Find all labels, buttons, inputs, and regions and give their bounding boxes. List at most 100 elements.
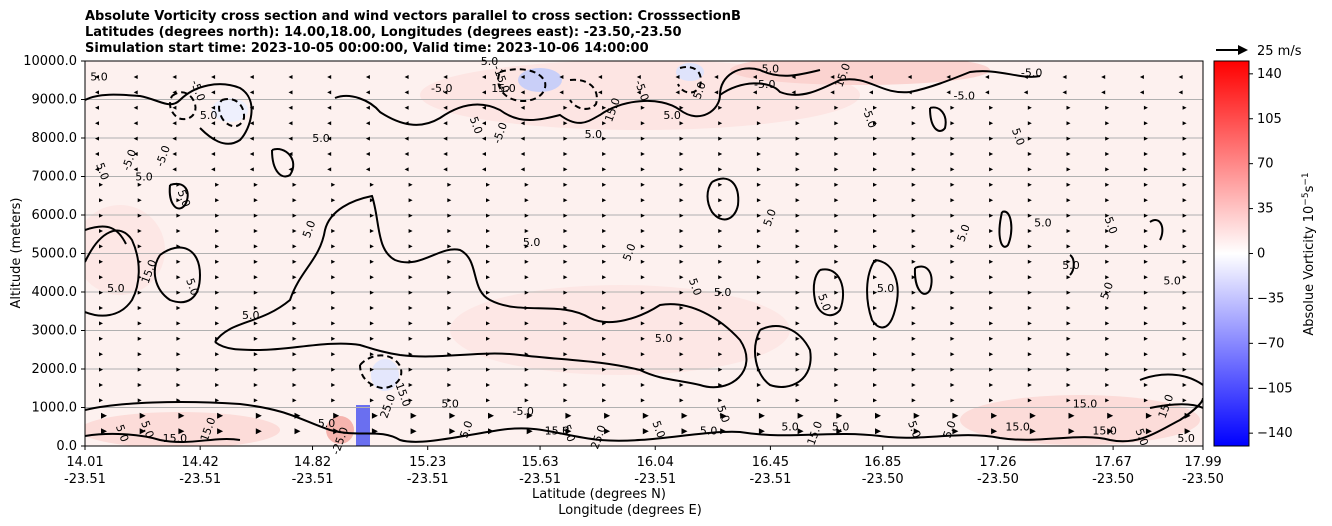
wind-vector xyxy=(873,136,877,141)
wind-vector xyxy=(679,352,684,357)
vorticity-patch-negative-2 xyxy=(518,68,562,92)
wind-vector xyxy=(756,306,761,310)
wind-vector xyxy=(333,412,340,419)
colorbar-tick-label: 70 xyxy=(1257,157,1274,172)
x-tick-label-longitude: -23.50 xyxy=(977,472,1019,487)
wind-vector xyxy=(524,352,529,357)
wind-vector xyxy=(873,290,877,295)
colorbar-label: Absolue Vorticity 10−5s−1 xyxy=(1301,172,1317,335)
wind-vector xyxy=(679,167,684,172)
wind-vector xyxy=(873,121,877,126)
wind-vector xyxy=(1143,105,1148,110)
wind-vector xyxy=(911,244,916,249)
wind-vector xyxy=(950,229,955,233)
wind-vector xyxy=(1143,198,1148,203)
colorbar-label-main: Absolue Vorticity 10 xyxy=(1302,206,1317,336)
wind-vector xyxy=(718,352,723,357)
wind-vector xyxy=(327,75,332,79)
quiver-key: 25 m/s xyxy=(1216,44,1302,59)
wind-vector xyxy=(679,383,684,387)
wind-vector xyxy=(718,198,723,203)
contour-label: 5.0 xyxy=(655,332,673,345)
wind-vector xyxy=(869,90,873,95)
wind-vector xyxy=(679,229,684,233)
wind-vector xyxy=(292,306,297,310)
wind-vector xyxy=(679,336,684,341)
wind-vector xyxy=(756,336,761,341)
y-tick-label: 7000.0 xyxy=(32,170,78,185)
negative-contour-lines xyxy=(169,66,702,390)
contour-label: 5.0 xyxy=(620,242,638,263)
wind-vector xyxy=(365,105,370,110)
wind-vector xyxy=(1105,198,1110,203)
wind-vector xyxy=(215,352,220,357)
contour-label: 5.0 xyxy=(691,80,709,101)
wind-vector xyxy=(486,259,490,264)
wind-vector xyxy=(404,105,409,110)
wind-vector xyxy=(331,275,336,280)
wind-vector xyxy=(989,136,994,141)
vorticity-patch-lower-left xyxy=(85,412,280,446)
wind-vector xyxy=(215,321,220,326)
wind-vector xyxy=(795,229,800,233)
wind-vector xyxy=(1066,213,1071,218)
wind-vector xyxy=(137,229,142,233)
wind-vector xyxy=(369,213,374,218)
wind-vector xyxy=(211,121,216,126)
wind-vector xyxy=(946,90,951,95)
wind-vector xyxy=(408,198,413,203)
wind-vector xyxy=(911,152,916,156)
wind-vector xyxy=(1027,229,1032,233)
wind-vector xyxy=(524,229,529,233)
wind-vector xyxy=(215,336,220,341)
wind-vector xyxy=(176,259,181,264)
wind-vector xyxy=(99,275,103,280)
wind-vector xyxy=(989,275,994,280)
wind-vector xyxy=(1143,306,1148,310)
wind-vector xyxy=(911,383,916,387)
contour-label: 5.0 xyxy=(700,424,718,437)
wind-vector xyxy=(369,336,374,341)
wind-vector xyxy=(365,90,370,95)
wind-vector xyxy=(756,167,761,172)
wind-vector xyxy=(679,213,684,218)
wind-vector xyxy=(679,244,684,249)
wind-vector xyxy=(795,321,800,326)
wind-vector xyxy=(873,105,877,110)
wind-vector xyxy=(679,321,684,326)
wind-vector xyxy=(989,167,994,172)
wind-vector xyxy=(795,121,800,126)
contour-label: 5.0 xyxy=(242,309,260,322)
wind-vector xyxy=(1066,121,1071,126)
wind-vector xyxy=(873,152,877,156)
wind-vector xyxy=(1139,75,1144,79)
wind-vector xyxy=(331,352,336,357)
wind-vector xyxy=(834,367,839,372)
wind-vector xyxy=(834,383,839,387)
wind-vector xyxy=(602,105,607,110)
contour-label: -5.0 xyxy=(1021,66,1042,79)
contour-label: 5.0 xyxy=(113,423,131,444)
wind-vector xyxy=(137,336,142,341)
wind-vector xyxy=(1105,182,1110,187)
wind-vector xyxy=(830,75,835,79)
wind-vector xyxy=(642,428,649,435)
wind-vector xyxy=(1066,398,1071,403)
wind-vector xyxy=(176,182,181,187)
wind-vector xyxy=(331,229,336,233)
x-tick-label-longitude: -23.51 xyxy=(749,472,791,487)
x-tick-label-latitude: 14.01 xyxy=(66,455,103,470)
wind-vector xyxy=(756,321,761,326)
wind-vector xyxy=(756,121,761,126)
wind-vector xyxy=(292,244,297,249)
wind-vector xyxy=(365,75,370,79)
contour-label: 5.0 xyxy=(523,236,541,249)
wind-vector xyxy=(95,152,99,156)
negative-contour-line xyxy=(359,354,403,390)
wind-vector xyxy=(640,244,645,249)
wind-vector xyxy=(830,90,835,95)
wind-vector xyxy=(950,213,955,218)
contour-label: 5.0 xyxy=(312,132,330,145)
wind-vector xyxy=(679,398,684,403)
wind-vector xyxy=(215,244,220,249)
